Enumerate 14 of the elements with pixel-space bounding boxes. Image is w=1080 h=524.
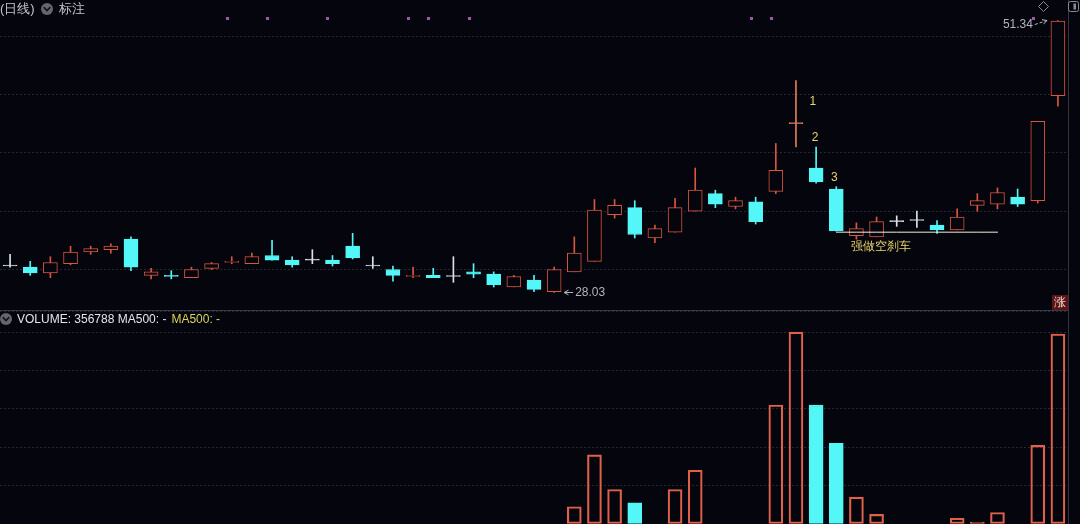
annotation: 51.34 (1002, 16, 1034, 31)
annotation: 28.03 (575, 284, 606, 299)
annotation: 1 (809, 93, 817, 108)
text: 标注 (58, 0, 85, 18)
annotation: 强做空刹车 (851, 239, 912, 254)
text: 涨 (1052, 295, 1068, 310)
candlestick (2, 254, 18, 268)
annotation: 3 (830, 169, 838, 184)
text: MA500: - (171, 311, 221, 326)
annotation: 2 (811, 130, 819, 145)
chart-title: (日线) (0, 0, 35, 18)
candlestick (889, 215, 905, 227)
chart-title: VOLUME: 356788 MA500: - (17, 311, 167, 326)
candlestick (365, 256, 381, 269)
